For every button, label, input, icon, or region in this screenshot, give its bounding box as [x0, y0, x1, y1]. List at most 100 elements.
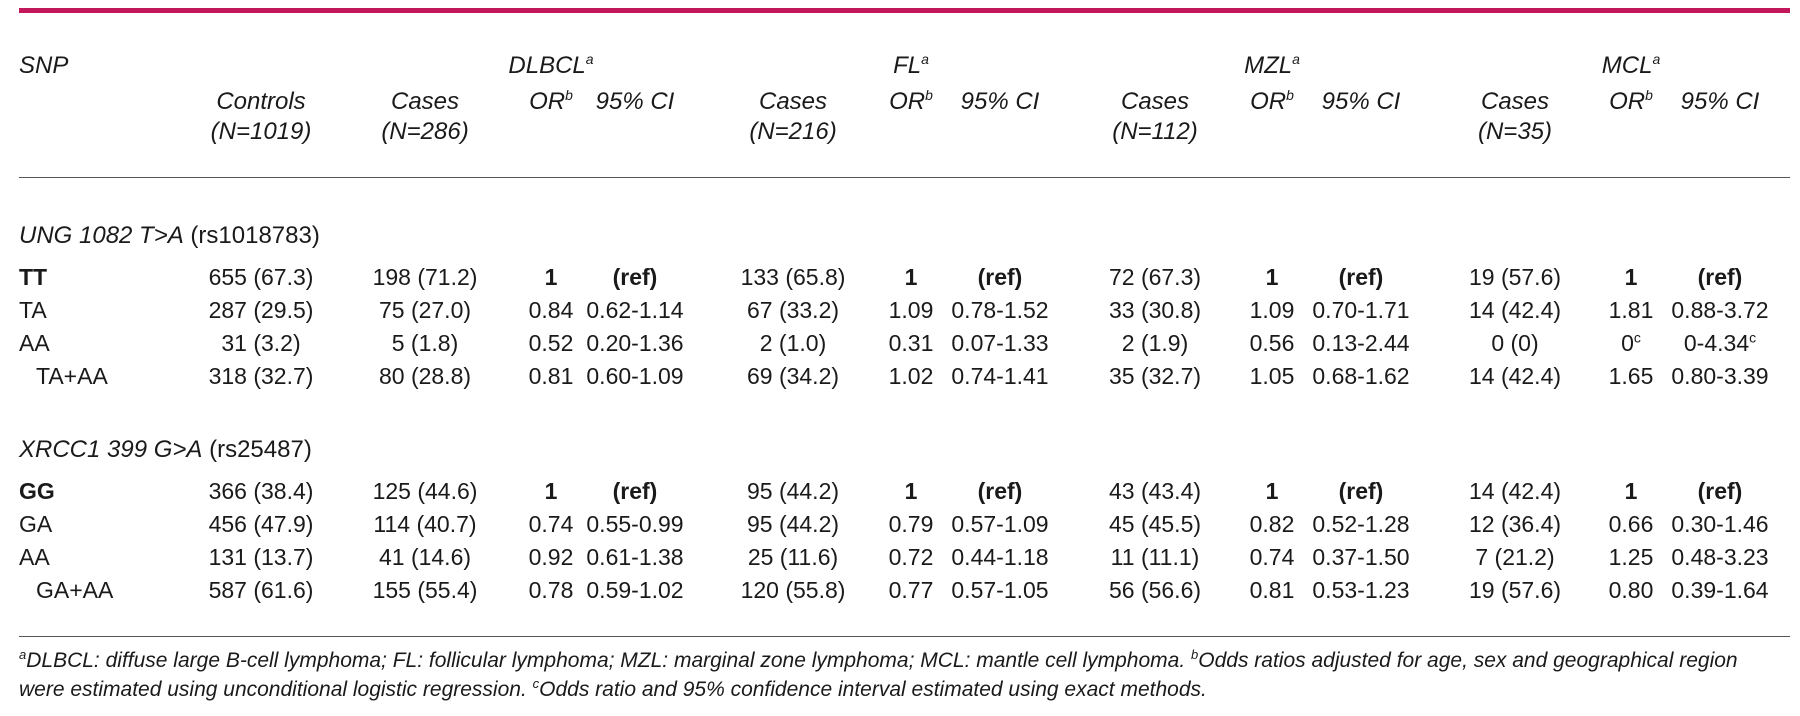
- cases-value: 19 (57.6): [1468, 577, 1562, 603]
- ci-value: 0.80-3.39: [1655, 363, 1785, 390]
- ci-value: 0.07-1.33: [935, 330, 1065, 357]
- fl-or-label: OR: [889, 88, 926, 115]
- cases-value: 120 (55.8): [740, 577, 846, 603]
- controls-value: 456 (47.9): [208, 511, 314, 537]
- dlbcl-group-title: DLBCLa: [476, 52, 626, 79]
- or-number: 0.66: [1608, 511, 1654, 537]
- cases-value: 75 (27.0): [378, 297, 472, 323]
- or-value: 0.74: [1237, 544, 1307, 571]
- cases-value: 35 (32.7): [1108, 363, 1202, 389]
- ci-range: (ref): [1338, 264, 1384, 290]
- or-number: 0.80: [1608, 577, 1654, 603]
- ci-value: 0.68-1.62: [1296, 363, 1426, 390]
- ci-range: 0.30-1.46: [1671, 511, 1769, 537]
- cases-value: 11 (11.1): [1110, 544, 1200, 570]
- ci-range: 0.59-1.02: [586, 577, 684, 603]
- or-value: 0.80: [1596, 577, 1666, 604]
- controls-value: 31 (3.2): [221, 330, 301, 356]
- mzl-group-sup: a: [1292, 51, 1300, 67]
- or-value: 1.02: [876, 363, 946, 390]
- or-value: 1: [1596, 478, 1666, 505]
- mcl-cases-label: Cases: [1480, 88, 1550, 115]
- cases-value: 133 (65.8): [740, 264, 846, 290]
- cases-value: 69 (34.2): [746, 363, 840, 389]
- mzl-or-sup: b: [1286, 87, 1294, 103]
- ci-value: 0.52-1.28: [1296, 511, 1426, 538]
- footnote-b-text: Odds ratios adjusted for age, sex and ge…: [19, 649, 1738, 701]
- ci-value: (ref): [935, 264, 1065, 291]
- or-number: 0.84: [528, 297, 574, 323]
- mcl-cases-n: (N=35): [1477, 118, 1553, 145]
- ci-value: 0.61-1.38: [570, 544, 700, 571]
- mzl-cases-n: (N=112): [1112, 118, 1198, 145]
- ci-range: 0.70-1.71: [1312, 297, 1410, 323]
- mcl-or-header: ORb: [1596, 88, 1666, 115]
- cases-value: 45 (45.5): [1108, 511, 1202, 537]
- ci-value: 0.30-1.46: [1655, 511, 1785, 538]
- or-value: 1.09: [1237, 297, 1307, 324]
- cases-value: 198 (71.2): [372, 264, 478, 290]
- header-rule: [19, 177, 1790, 178]
- ci-value: 0.53-1.23: [1296, 577, 1426, 604]
- or-number: 1: [1265, 478, 1279, 504]
- section-rsid: (rs25487): [202, 436, 312, 463]
- ci-range: 0.80-3.39: [1671, 363, 1769, 389]
- or-number: 1: [544, 264, 558, 290]
- dlbcl-ci-label: 95% CI: [595, 88, 675, 115]
- ci-range: 0.57-1.05: [951, 577, 1049, 603]
- section-rsid: (rs1018783): [183, 222, 320, 249]
- top-accent-bar: [19, 8, 1790, 13]
- genotype-label: TA: [19, 297, 47, 323]
- cases-value: 2 (1.9): [1121, 330, 1189, 356]
- mzl-ci-label: 95% CI: [1321, 88, 1401, 115]
- snp-header: SNP: [19, 52, 69, 79]
- cases-value: 41 (14.6): [378, 544, 472, 570]
- mzl-or-header: ORb: [1237, 88, 1307, 115]
- mcl-group-sup: a: [1652, 51, 1661, 67]
- ci-range: 0.78-1.52: [951, 297, 1049, 323]
- or-number: 0.72: [888, 544, 934, 570]
- or-number: 0.78: [528, 577, 574, 603]
- mzl-group-name: MZL: [1244, 52, 1293, 79]
- cases-value: 56 (56.6): [1108, 577, 1202, 603]
- or-number: 0.74: [528, 511, 574, 537]
- ci-range: 0.53-1.23: [1312, 577, 1410, 603]
- ci-value: 0.48-3.23: [1655, 544, 1785, 571]
- footnote-mark-c: c: [532, 676, 540, 691]
- cases-value: 80 (28.8): [378, 363, 472, 389]
- table-row: GA 456 (47.9) 114 (40.7) 0.74 0.55-0.99 95 (4…: [0, 511, 1800, 539]
- ci-range: 0.68-1.62: [1312, 363, 1410, 389]
- or-number: 1.09: [888, 297, 934, 323]
- or-value: 1: [516, 264, 586, 291]
- fl-group-sup: a: [921, 51, 929, 67]
- or-value: 1: [1237, 264, 1307, 291]
- ci-range: 0.07-1.33: [951, 330, 1049, 356]
- controls-value: 287 (29.5): [208, 297, 314, 323]
- controls-value: 655 (67.3): [208, 264, 314, 290]
- ci-range: (ref): [612, 478, 658, 504]
- ci-value: 0.74-1.41: [935, 363, 1065, 390]
- ci-range: 0.62-1.14: [586, 297, 684, 323]
- table-row: TA+AA 318 (32.7) 80 (28.8) 0.81 0.60-1.09 69 …: [0, 363, 1800, 391]
- or-number: 1: [1265, 264, 1279, 290]
- or-value: 1: [876, 264, 946, 291]
- or-value: 0.52: [516, 330, 586, 357]
- controls-value: 131 (13.7): [208, 544, 314, 570]
- table-row: AA 31 (3.2) 5 (1.8) 0.52 0.20-1.36 2 (1.0) 0.3…: [0, 330, 1800, 358]
- cases-value: 12 (36.4): [1468, 511, 1562, 537]
- or-number: 1.81: [1608, 297, 1654, 323]
- cases-value: 14 (42.4): [1468, 478, 1562, 504]
- dlbcl-group-sup: a: [585, 51, 594, 67]
- ci-range: 0.88-3.72: [1671, 297, 1769, 323]
- ci-range: (ref): [977, 264, 1023, 290]
- cases-value: 95 (44.2): [746, 511, 840, 537]
- or-number: 1: [1624, 264, 1638, 290]
- or-value: 0.72: [876, 544, 946, 571]
- or-value: 1: [1237, 478, 1307, 505]
- cases-value: 0 (0): [1491, 330, 1539, 356]
- genotype-label: AA: [19, 544, 50, 570]
- ci-range: 0-4.34: [1683, 330, 1750, 356]
- footnote-mark-b: b: [1191, 647, 1199, 662]
- ci-value: 0.44-1.18: [935, 544, 1065, 571]
- cases-value: 125 (44.6): [372, 478, 478, 504]
